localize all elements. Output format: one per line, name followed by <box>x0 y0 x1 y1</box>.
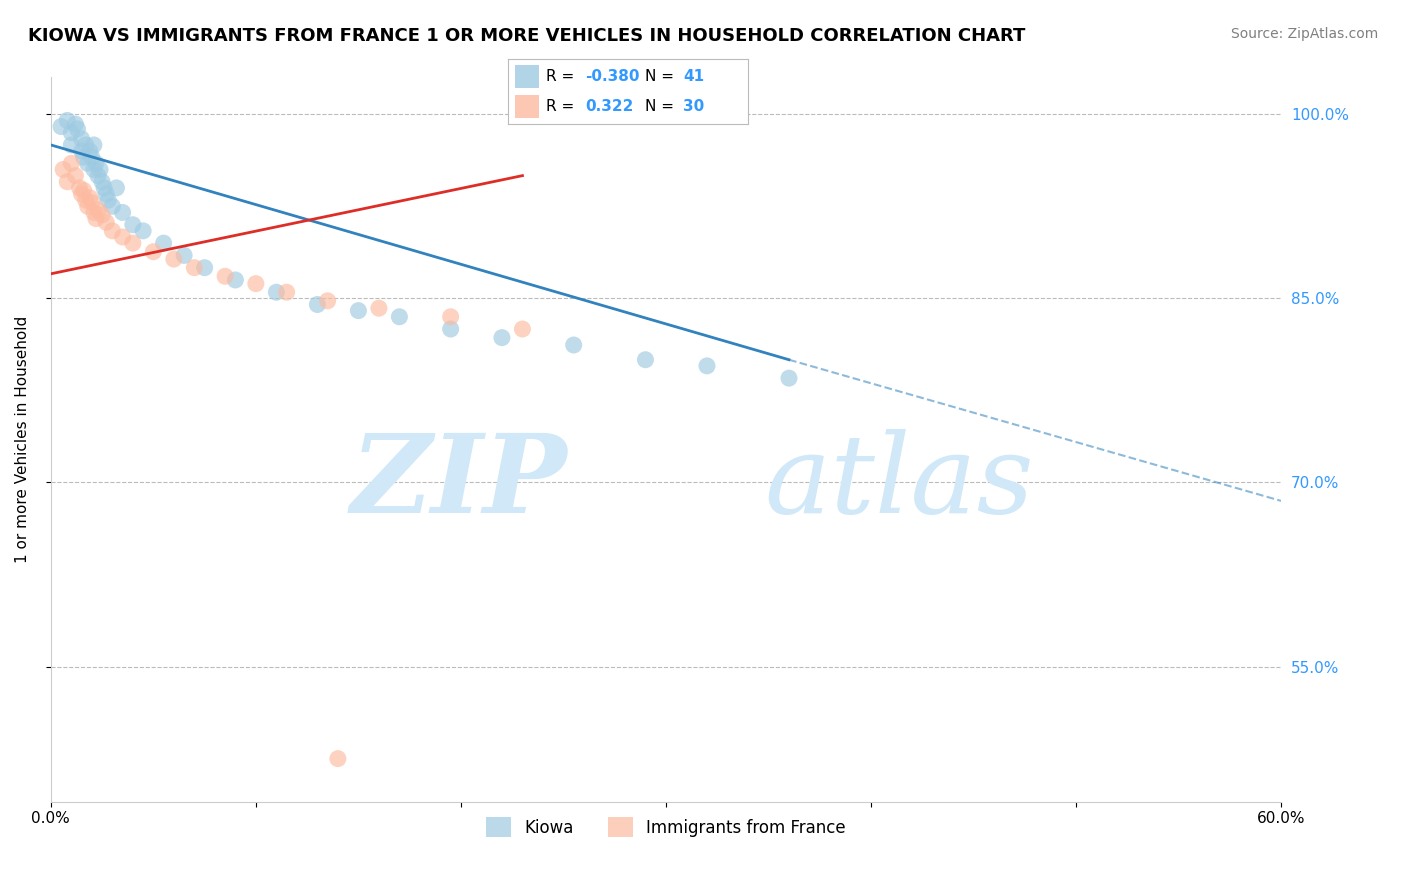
Point <box>183 260 205 275</box>
Point <box>388 310 411 324</box>
Text: R =: R = <box>547 69 579 84</box>
Point <box>245 277 267 291</box>
Point <box>83 162 105 177</box>
Point <box>491 331 513 345</box>
Point <box>70 132 93 146</box>
Text: Source: ZipAtlas.com: Source: ZipAtlas.com <box>1230 27 1378 41</box>
Point <box>49 120 72 134</box>
Point <box>60 126 83 140</box>
Point <box>307 297 329 311</box>
Point <box>276 285 298 300</box>
Point <box>87 202 110 217</box>
Point <box>79 144 101 158</box>
Point <box>65 117 87 131</box>
Point <box>121 218 143 232</box>
Point <box>76 199 98 213</box>
Point <box>75 137 97 152</box>
Point <box>60 156 83 170</box>
Point <box>101 224 124 238</box>
Point <box>70 187 93 202</box>
Point <box>316 293 339 308</box>
Point <box>512 322 534 336</box>
Point <box>96 187 118 202</box>
Text: 41: 41 <box>683 69 704 84</box>
Point <box>89 162 111 177</box>
Point <box>778 371 800 385</box>
Point <box>52 162 75 177</box>
Point <box>96 215 118 229</box>
Point <box>326 751 349 765</box>
Legend: Kiowa, Immigrants from France: Kiowa, Immigrants from France <box>479 810 852 844</box>
Point <box>163 252 186 266</box>
Point <box>65 169 87 183</box>
Point <box>142 244 165 259</box>
Point <box>93 181 115 195</box>
Point <box>152 236 174 251</box>
Point <box>214 269 236 284</box>
Point <box>84 156 107 170</box>
Text: R =: R = <box>547 99 585 114</box>
Point <box>101 199 124 213</box>
Text: 30: 30 <box>683 99 704 114</box>
Point <box>76 156 98 170</box>
Point <box>72 150 94 164</box>
Point <box>105 181 128 195</box>
Text: N =: N = <box>645 69 679 84</box>
Point <box>69 181 91 195</box>
Point <box>56 113 79 128</box>
Point <box>132 224 155 238</box>
Text: KIOWA VS IMMIGRANTS FROM FRANCE 1 OR MORE VEHICLES IN HOUSEHOLD CORRELATION CHAR: KIOWA VS IMMIGRANTS FROM FRANCE 1 OR MOR… <box>28 27 1025 45</box>
Text: N =: N = <box>645 99 679 114</box>
Text: -0.380: -0.380 <box>585 69 640 84</box>
Point <box>80 150 103 164</box>
Point <box>173 248 195 262</box>
Point <box>72 183 94 197</box>
Point <box>562 338 585 352</box>
Point <box>440 322 463 336</box>
Bar <box>515 95 540 119</box>
Point <box>347 303 370 318</box>
Point <box>87 169 110 183</box>
Point <box>75 193 97 207</box>
Point <box>83 205 105 219</box>
Point <box>696 359 718 373</box>
Point <box>79 191 101 205</box>
Point <box>80 195 103 210</box>
Point <box>111 205 134 219</box>
Point <box>266 285 288 300</box>
Text: 0.322: 0.322 <box>585 99 633 114</box>
Point <box>60 137 83 152</box>
Point <box>111 230 134 244</box>
Point <box>97 193 120 207</box>
Y-axis label: 1 or more Vehicles in Household: 1 or more Vehicles in Household <box>15 316 30 563</box>
Text: ZIP: ZIP <box>352 429 568 537</box>
Point <box>91 208 114 222</box>
Point <box>56 175 79 189</box>
Bar <box>515 65 540 88</box>
Point <box>367 301 389 315</box>
Point <box>70 144 93 158</box>
Point <box>121 236 143 251</box>
Point <box>83 137 105 152</box>
Point <box>84 211 107 226</box>
Text: atlas: atlas <box>765 429 1033 537</box>
Point <box>634 352 657 367</box>
Point <box>440 310 463 324</box>
Point <box>194 260 217 275</box>
Point <box>91 175 114 189</box>
Point <box>224 273 246 287</box>
Point <box>66 122 89 136</box>
